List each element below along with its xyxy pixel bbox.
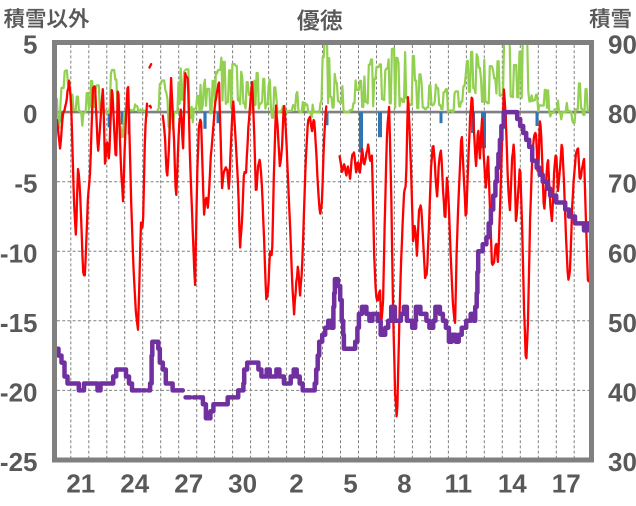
svg-text:70: 70 [608, 169, 636, 199]
svg-text:17: 17 [552, 469, 581, 499]
svg-text:50: 50 [608, 308, 636, 338]
svg-text:5: 5 [343, 469, 357, 499]
svg-text:0: 0 [23, 99, 37, 129]
svg-text:14: 14 [498, 469, 527, 499]
svg-text:11: 11 [445, 469, 473, 499]
svg-text:80: 80 [608, 99, 636, 129]
svg-text:5: 5 [23, 30, 37, 60]
svg-text:60: 60 [608, 238, 636, 268]
svg-text:30: 30 [228, 469, 257, 499]
svg-text:24: 24 [120, 469, 149, 499]
svg-text:-5: -5 [14, 169, 37, 199]
svg-text:8: 8 [397, 469, 411, 499]
svg-text:90: 90 [608, 30, 636, 60]
svg-text:-15: -15 [0, 308, 38, 338]
svg-text:27: 27 [174, 469, 203, 499]
svg-text:30: 30 [608, 447, 636, 477]
svg-text:21: 21 [66, 469, 95, 499]
svg-text:-25: -25 [0, 447, 38, 477]
svg-text:2: 2 [289, 469, 303, 499]
svg-text:40: 40 [608, 377, 636, 407]
svg-text:-10: -10 [0, 238, 38, 268]
svg-text:-20: -20 [0, 377, 38, 407]
